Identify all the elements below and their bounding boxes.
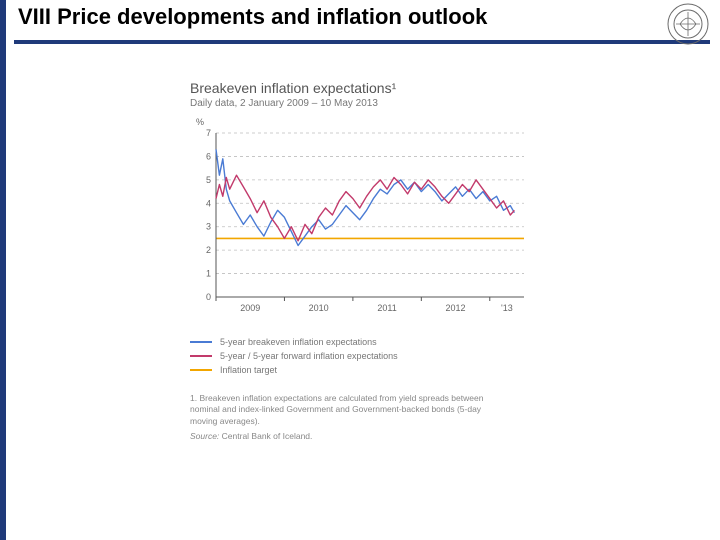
chart-legend: 5-year breakeven inflation expectations 5… xyxy=(190,337,550,375)
svg-text:2011: 2011 xyxy=(377,303,396,313)
legend-item: 5-year / 5-year forward inflation expect… xyxy=(190,351,550,361)
chart-subtitle: Daily data, 2 January 2009 – 10 May 2013 xyxy=(190,98,550,109)
footnote-text: 1. Breakeven inflation expectations are … xyxy=(190,393,510,427)
legend-item: Inflation target xyxy=(190,365,550,375)
svg-text:1: 1 xyxy=(206,269,211,279)
legend-label: 5-year breakeven inflation expectations xyxy=(220,337,377,347)
svg-text:4: 4 xyxy=(206,198,211,208)
svg-text:5: 5 xyxy=(206,175,211,185)
svg-text:2010: 2010 xyxy=(309,303,329,313)
line-chart-svg: 0 1 2 3 4 5 6 7 2009 2010 2011 2012 '13 xyxy=(190,129,530,319)
plot-area: 0 1 2 3 4 5 6 7 2009 2010 2011 2012 '13 xyxy=(190,129,550,319)
left-accent-bar xyxy=(0,0,6,540)
chart-block: Breakeven inflation expectations¹ Daily … xyxy=(190,80,550,443)
chart-footnote: 1. Breakeven inflation expectations are … xyxy=(190,393,510,443)
legend-label: Inflation target xyxy=(220,365,277,375)
legend-swatch-icon xyxy=(190,355,212,357)
institution-seal-icon xyxy=(666,2,710,46)
header-rule xyxy=(14,40,710,44)
chart-title: Breakeven inflation expectations¹ xyxy=(190,80,550,96)
svg-text:2012: 2012 xyxy=(446,303,466,313)
svg-text:'13: '13 xyxy=(501,303,513,313)
legend-label: 5-year / 5-year forward inflation expect… xyxy=(220,351,398,361)
svg-text:2009: 2009 xyxy=(240,303,260,313)
svg-text:2: 2 xyxy=(206,245,211,255)
svg-text:0: 0 xyxy=(206,292,211,302)
slide: VIII Price developments and inflation ou… xyxy=(0,0,720,540)
legend-item: 5-year breakeven inflation expectations xyxy=(190,337,550,347)
slide-title: VIII Price developments and inflation ou… xyxy=(18,4,640,30)
slide-header: VIII Price developments and inflation ou… xyxy=(18,4,640,36)
legend-swatch-icon xyxy=(190,341,212,343)
y-axis-unit: % xyxy=(196,117,550,127)
footnote-source: Source: Central Bank of Iceland. xyxy=(190,431,510,442)
svg-text:6: 6 xyxy=(206,151,211,161)
svg-text:7: 7 xyxy=(206,129,211,138)
legend-swatch-icon xyxy=(190,369,212,371)
svg-text:3: 3 xyxy=(206,222,211,232)
